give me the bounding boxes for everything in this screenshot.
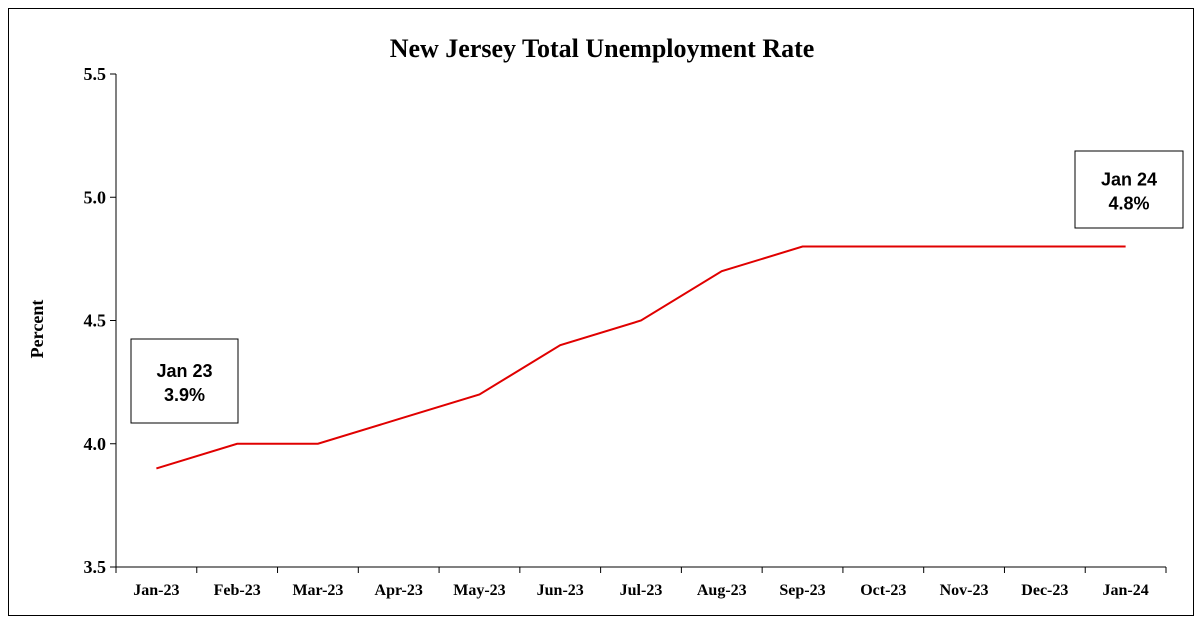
x-tick-label: Jan-24 xyxy=(1102,582,1148,599)
x-tick-label: Nov-23 xyxy=(940,582,989,599)
callout-label: Jan 23 xyxy=(156,361,212,381)
callout-value: 3.9% xyxy=(164,385,205,405)
y-tick-label: 5.5 xyxy=(84,64,107,84)
chart-title: New Jersey Total Unemployment Rate xyxy=(390,34,815,63)
chart-frame xyxy=(8,8,1194,616)
y-tick-label: 4.0 xyxy=(84,434,107,454)
callout-value: 4.8% xyxy=(1108,194,1149,214)
x-tick-label: May-23 xyxy=(453,582,505,599)
x-tick-label: Feb-23 xyxy=(214,582,261,599)
series-line xyxy=(156,245,1126,470)
x-tick-label: Jan-23 xyxy=(133,582,179,599)
x-tick-label: Jun-23 xyxy=(537,582,584,599)
annotation-callout: Jan 24 4.8% xyxy=(1074,150,1184,229)
x-tick-label: Jul-23 xyxy=(620,582,663,599)
y-axis-label: Percent xyxy=(27,300,47,359)
x-tick-label: Sep-23 xyxy=(779,582,825,599)
plot-area: 3.5 4.0 4.5 5.0 5.5 Jan-23 Feb-23 Mar-23 Apr-23 M… xyxy=(84,64,1184,599)
x-tick-label: Apr-23 xyxy=(375,582,423,599)
x-tick-label: Aug-23 xyxy=(697,582,747,599)
x-tick-label: Dec-23 xyxy=(1021,582,1068,599)
y-tick-label: 5.0 xyxy=(84,187,107,207)
annotation-callout: Jan 23 3.9% xyxy=(130,338,239,424)
x-tick-label: Oct-23 xyxy=(860,582,906,599)
callout-box xyxy=(130,338,239,424)
callout-box xyxy=(1074,150,1184,229)
x-tick-label: Mar-23 xyxy=(292,582,343,599)
callout-label: Jan 24 xyxy=(1101,170,1157,190)
y-tick-label: 3.5 xyxy=(84,557,107,577)
y-tick-label: 4.5 xyxy=(84,311,107,331)
